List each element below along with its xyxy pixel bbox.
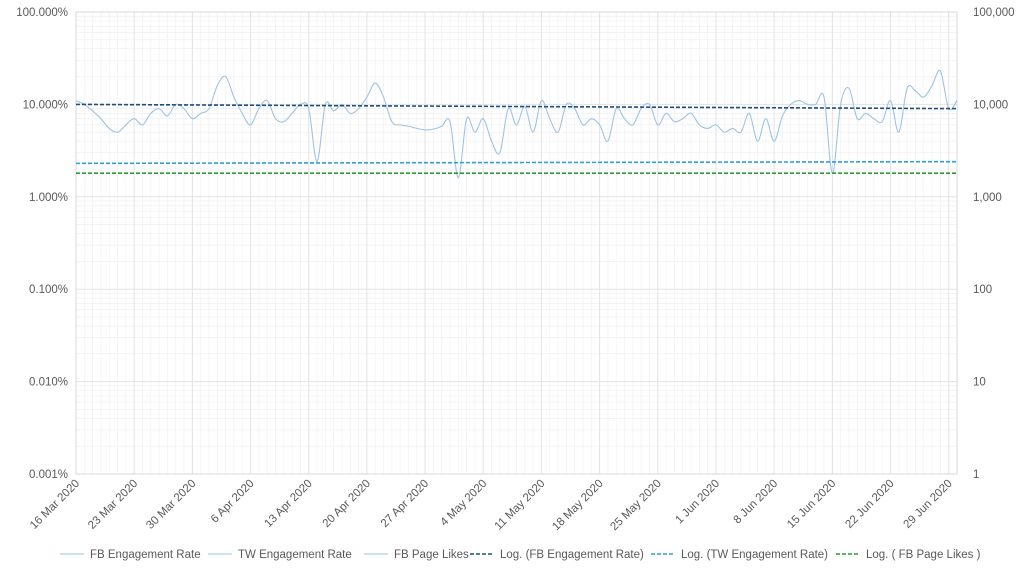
legend-label: Log. ( FB Page Likes ) <box>866 549 981 561</box>
series-line-3 <box>75 103 958 110</box>
legend-label: FB Engagement Rate <box>90 549 201 561</box>
x-tick-label: 13 Apr 2020 <box>262 478 314 530</box>
y-left-tick-label: 1.000% <box>29 192 68 204</box>
x-axis: 16 Mar 2020 23 Mar 2020 30 Mar 2020 6 Apr 2… <box>28 478 955 534</box>
y-left-tick-label: 0.100% <box>29 284 68 296</box>
plot-area-border <box>75 11 958 475</box>
minor-gridlines <box>75 12 958 474</box>
x-tick-label: 1 Jun 2020 <box>673 478 722 527</box>
legend-item: FB Engagement Rate <box>60 549 201 561</box>
y-right-tick-label: 100,000 <box>973 7 1015 19</box>
series-line-0 <box>75 69 958 179</box>
y-right-tick-label: 10 <box>973 377 986 389</box>
legend-item: Log. ( FB Page Likes ) <box>836 549 981 561</box>
x-tick-label: 18 May 2020 <box>550 478 606 534</box>
left-axis: 0.001% 0.010% 0.100% 1.000% 10.000% 100.000% <box>16 7 68 481</box>
legend-label: FB Page Likes <box>394 549 469 561</box>
series-line-4 <box>75 160 958 165</box>
right-axis: 1 10 100 1,000 10,000 100,000 <box>973 7 1015 481</box>
legend-item: Log. (FB Engagement Rate) <box>470 549 644 561</box>
y-left-tick-label: 0.001% <box>29 469 68 481</box>
y-right-tick-label: 100 <box>973 284 992 296</box>
y-right-tick-label: 10,000 <box>973 99 1008 111</box>
x-tick-label: 6 Apr 2020 <box>209 478 257 526</box>
legend: FB Engagement Rate TW Engagement Rate FB P… <box>60 549 981 561</box>
y-left-tick-label: 100.000% <box>16 7 68 19</box>
x-tick-label: 23 Mar 2020 <box>86 478 140 532</box>
y-left-tick-label: 10.000% <box>23 99 68 111</box>
y-right-tick-label: 1,000 <box>973 192 1002 204</box>
legend-item: Log. (TW Engagement Rate) <box>651 549 828 561</box>
y-right-tick-label: 1 <box>973 469 979 481</box>
legend-item: FB Page Likes <box>364 549 469 561</box>
x-tick-label: 20 Apr 2020 <box>321 478 373 530</box>
legend-item: TW Engagement Rate <box>208 549 352 561</box>
x-tick-label: 22 Jun 2020 <box>843 478 896 531</box>
x-tick-label: 15 Jun 2020 <box>785 478 838 531</box>
x-tick-label: 16 Mar 2020 <box>28 478 82 532</box>
x-tick-label: 8 Jun 2020 <box>732 478 781 527</box>
x-tick-label: 30 Mar 2020 <box>144 478 198 532</box>
legend-label: Log. (TW Engagement Rate) <box>681 549 828 561</box>
legend-label: Log. (FB Engagement Rate) <box>500 549 644 561</box>
x-tick-label: 25 May 2020 <box>608 478 664 534</box>
x-tick-label: 11 May 2020 <box>493 478 548 533</box>
x-tick-label: 29 Jun 2020 <box>902 478 955 531</box>
x-tick-label: 4 May 2020 <box>438 478 489 529</box>
series-layer <box>75 69 958 179</box>
legend-label: TW Engagement Rate <box>238 549 352 561</box>
major-gridlines <box>75 11 958 475</box>
y-left-tick-label: 0.010% <box>29 377 68 389</box>
x-tick-label: 27 Apr 2020 <box>379 478 431 530</box>
